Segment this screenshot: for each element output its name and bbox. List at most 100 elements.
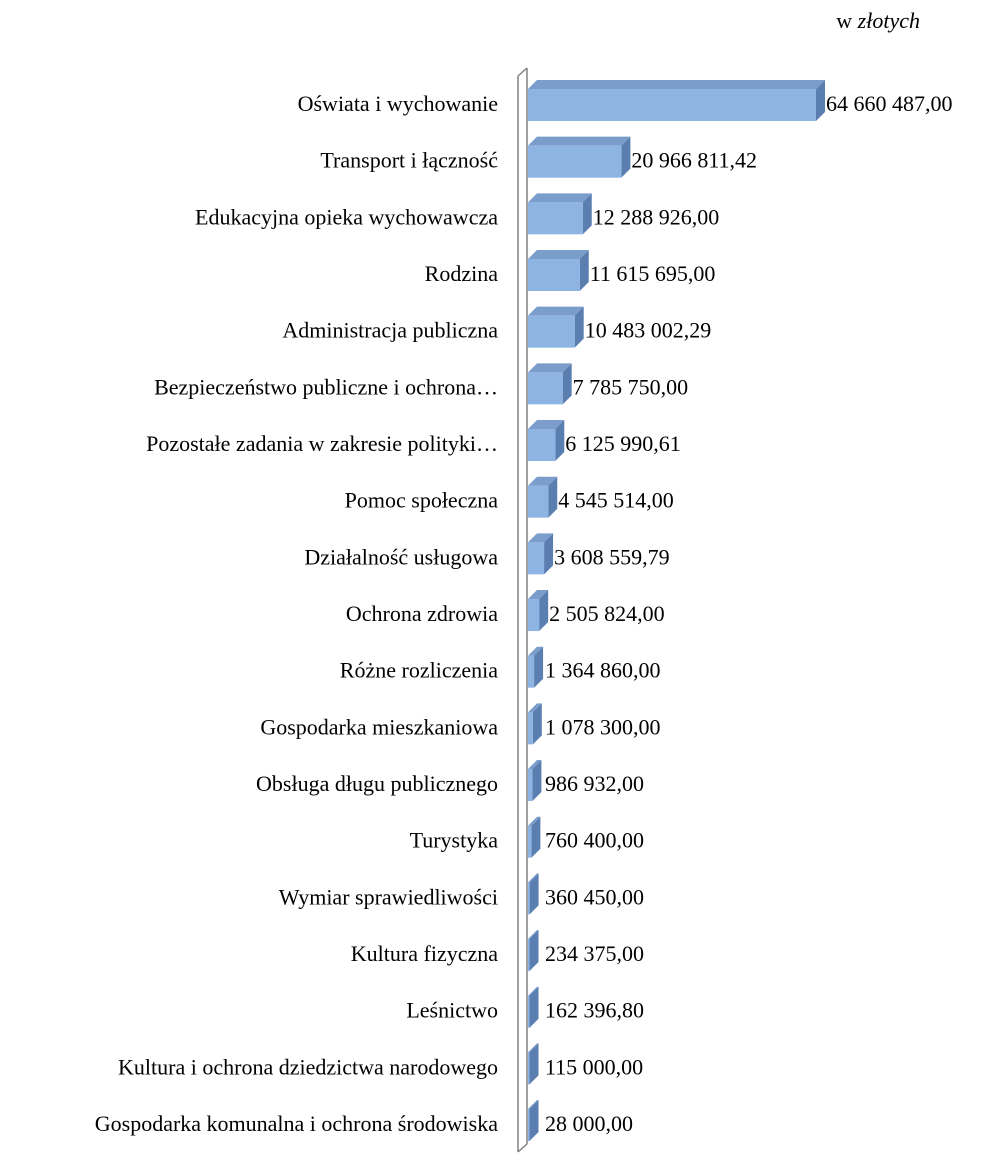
bar xyxy=(528,882,530,915)
bar-side xyxy=(532,760,542,802)
bar-side xyxy=(555,420,565,462)
value-label: 760 400,00 xyxy=(545,828,644,853)
bar-side xyxy=(529,1100,539,1142)
bar-side xyxy=(529,930,539,972)
bar-top xyxy=(528,1043,539,1053)
value-label: 4 545 514,00 xyxy=(558,488,674,513)
category-label: Leśnictwo xyxy=(406,998,498,1023)
bar-top xyxy=(528,363,572,373)
unit-note: w złotych xyxy=(836,8,920,34)
bar xyxy=(528,259,580,292)
bar-side xyxy=(539,590,549,632)
category-label: Administracja publiczna xyxy=(282,318,498,343)
bar-side xyxy=(529,1043,539,1085)
bar-top xyxy=(528,136,631,146)
value-label: 162 396,80 xyxy=(545,998,644,1023)
category-label: Obsługa długu publicznego xyxy=(256,771,498,796)
value-label: 10 483 002,29 xyxy=(585,318,712,343)
category-label: Transport i łączność xyxy=(320,148,498,173)
bar-top xyxy=(528,533,554,543)
value-label: 234 375,00 xyxy=(545,941,644,966)
bar-top xyxy=(528,760,542,770)
category-label: Edukacyjna opieka wychowawcza xyxy=(195,204,498,229)
category-label: Gospodarka mieszkaniowa xyxy=(260,714,498,739)
bar xyxy=(528,712,533,745)
category-label: Różne rozliczenia xyxy=(340,658,498,683)
category-label: Turystyka xyxy=(410,828,499,853)
bar-side xyxy=(544,533,554,575)
bar xyxy=(528,542,545,575)
unit-prefix: w xyxy=(836,8,853,33)
bar xyxy=(528,372,563,405)
bar xyxy=(528,825,532,858)
bar-side xyxy=(562,363,572,405)
category-label: Gospodarka komunalna i ochrona środowisk… xyxy=(95,1111,498,1136)
category-labels: Oświata i wychowanie Transport i łączność… xyxy=(95,91,498,1136)
value-label: 3 608 559,79 xyxy=(554,544,670,569)
bar-top xyxy=(528,80,825,89)
bar-side xyxy=(534,646,544,688)
bar xyxy=(528,599,540,632)
value-label: 7 785 750,00 xyxy=(573,374,689,399)
value-label: 12 288 926,00 xyxy=(593,204,720,229)
value-label: 1 364 860,00 xyxy=(545,658,661,683)
value-label: 28 000,00 xyxy=(545,1111,633,1136)
category-label: Kultura fizyczna xyxy=(351,941,498,966)
category-label: Rodzina xyxy=(425,261,499,286)
bar-top xyxy=(528,646,544,656)
bar xyxy=(528,202,583,235)
category-label: Ochrona zdrowia xyxy=(346,601,498,626)
bar xyxy=(528,655,535,688)
axis-wall xyxy=(517,67,528,1153)
bar xyxy=(528,315,575,348)
bar-top xyxy=(528,986,539,996)
bar xyxy=(528,769,533,802)
value-labels: 64 660 487,00 20 966 811,42 12 288 926,00 1… xyxy=(545,91,953,1136)
unit-italic: złotych xyxy=(857,8,920,33)
value-label: 115 000,00 xyxy=(545,1054,643,1079)
bar-side xyxy=(582,193,592,235)
category-label: Działalność usługowa xyxy=(304,544,498,569)
value-label: 2 505 824,00 xyxy=(549,601,665,626)
bar-top xyxy=(528,703,542,713)
bar-top xyxy=(528,193,592,203)
bar xyxy=(528,485,549,518)
category-label: Pozostałe zadania w zakresie polityki… xyxy=(146,431,498,456)
bar-side xyxy=(529,873,539,915)
category-label: Pomoc społeczna xyxy=(345,488,499,513)
value-label: 360 450,00 xyxy=(545,884,644,909)
bar xyxy=(528,995,530,1028)
bar-top xyxy=(528,590,549,600)
axis-wall-bottom xyxy=(517,1143,528,1153)
bar xyxy=(528,1109,530,1142)
bar-top xyxy=(528,306,584,316)
bar-side xyxy=(579,250,589,292)
bar xyxy=(528,89,816,121)
category-label: Wymiar sprawiedliwości xyxy=(279,884,498,909)
bar-side xyxy=(816,80,825,121)
value-label: 64 660 487,00 xyxy=(826,91,953,116)
value-label: 20 966 811,42 xyxy=(631,148,757,173)
bar-top xyxy=(528,816,541,826)
bar xyxy=(528,145,622,178)
axis-wall-top xyxy=(517,67,528,77)
bar-top xyxy=(528,476,558,486)
bar-side xyxy=(548,476,558,518)
bar-side xyxy=(621,136,631,178)
category-label: Oświata i wychowanie xyxy=(298,91,498,116)
value-label: 1 078 300,00 xyxy=(545,714,661,739)
value-label: 986 932,00 xyxy=(545,771,644,796)
bar-side xyxy=(529,986,539,1028)
bar-top xyxy=(528,420,565,430)
bar-top xyxy=(528,873,539,883)
bar-top xyxy=(528,930,539,940)
bar xyxy=(528,1052,530,1085)
category-label: Kultura i ochrona dziedzictwa narodowego xyxy=(118,1054,498,1079)
bars xyxy=(528,80,825,1142)
bar xyxy=(528,429,556,462)
value-label: 6 125 990,61 xyxy=(565,431,681,456)
bar-side xyxy=(532,703,542,745)
value-label: 11 615 695,00 xyxy=(590,261,716,286)
bar-side xyxy=(531,816,541,858)
